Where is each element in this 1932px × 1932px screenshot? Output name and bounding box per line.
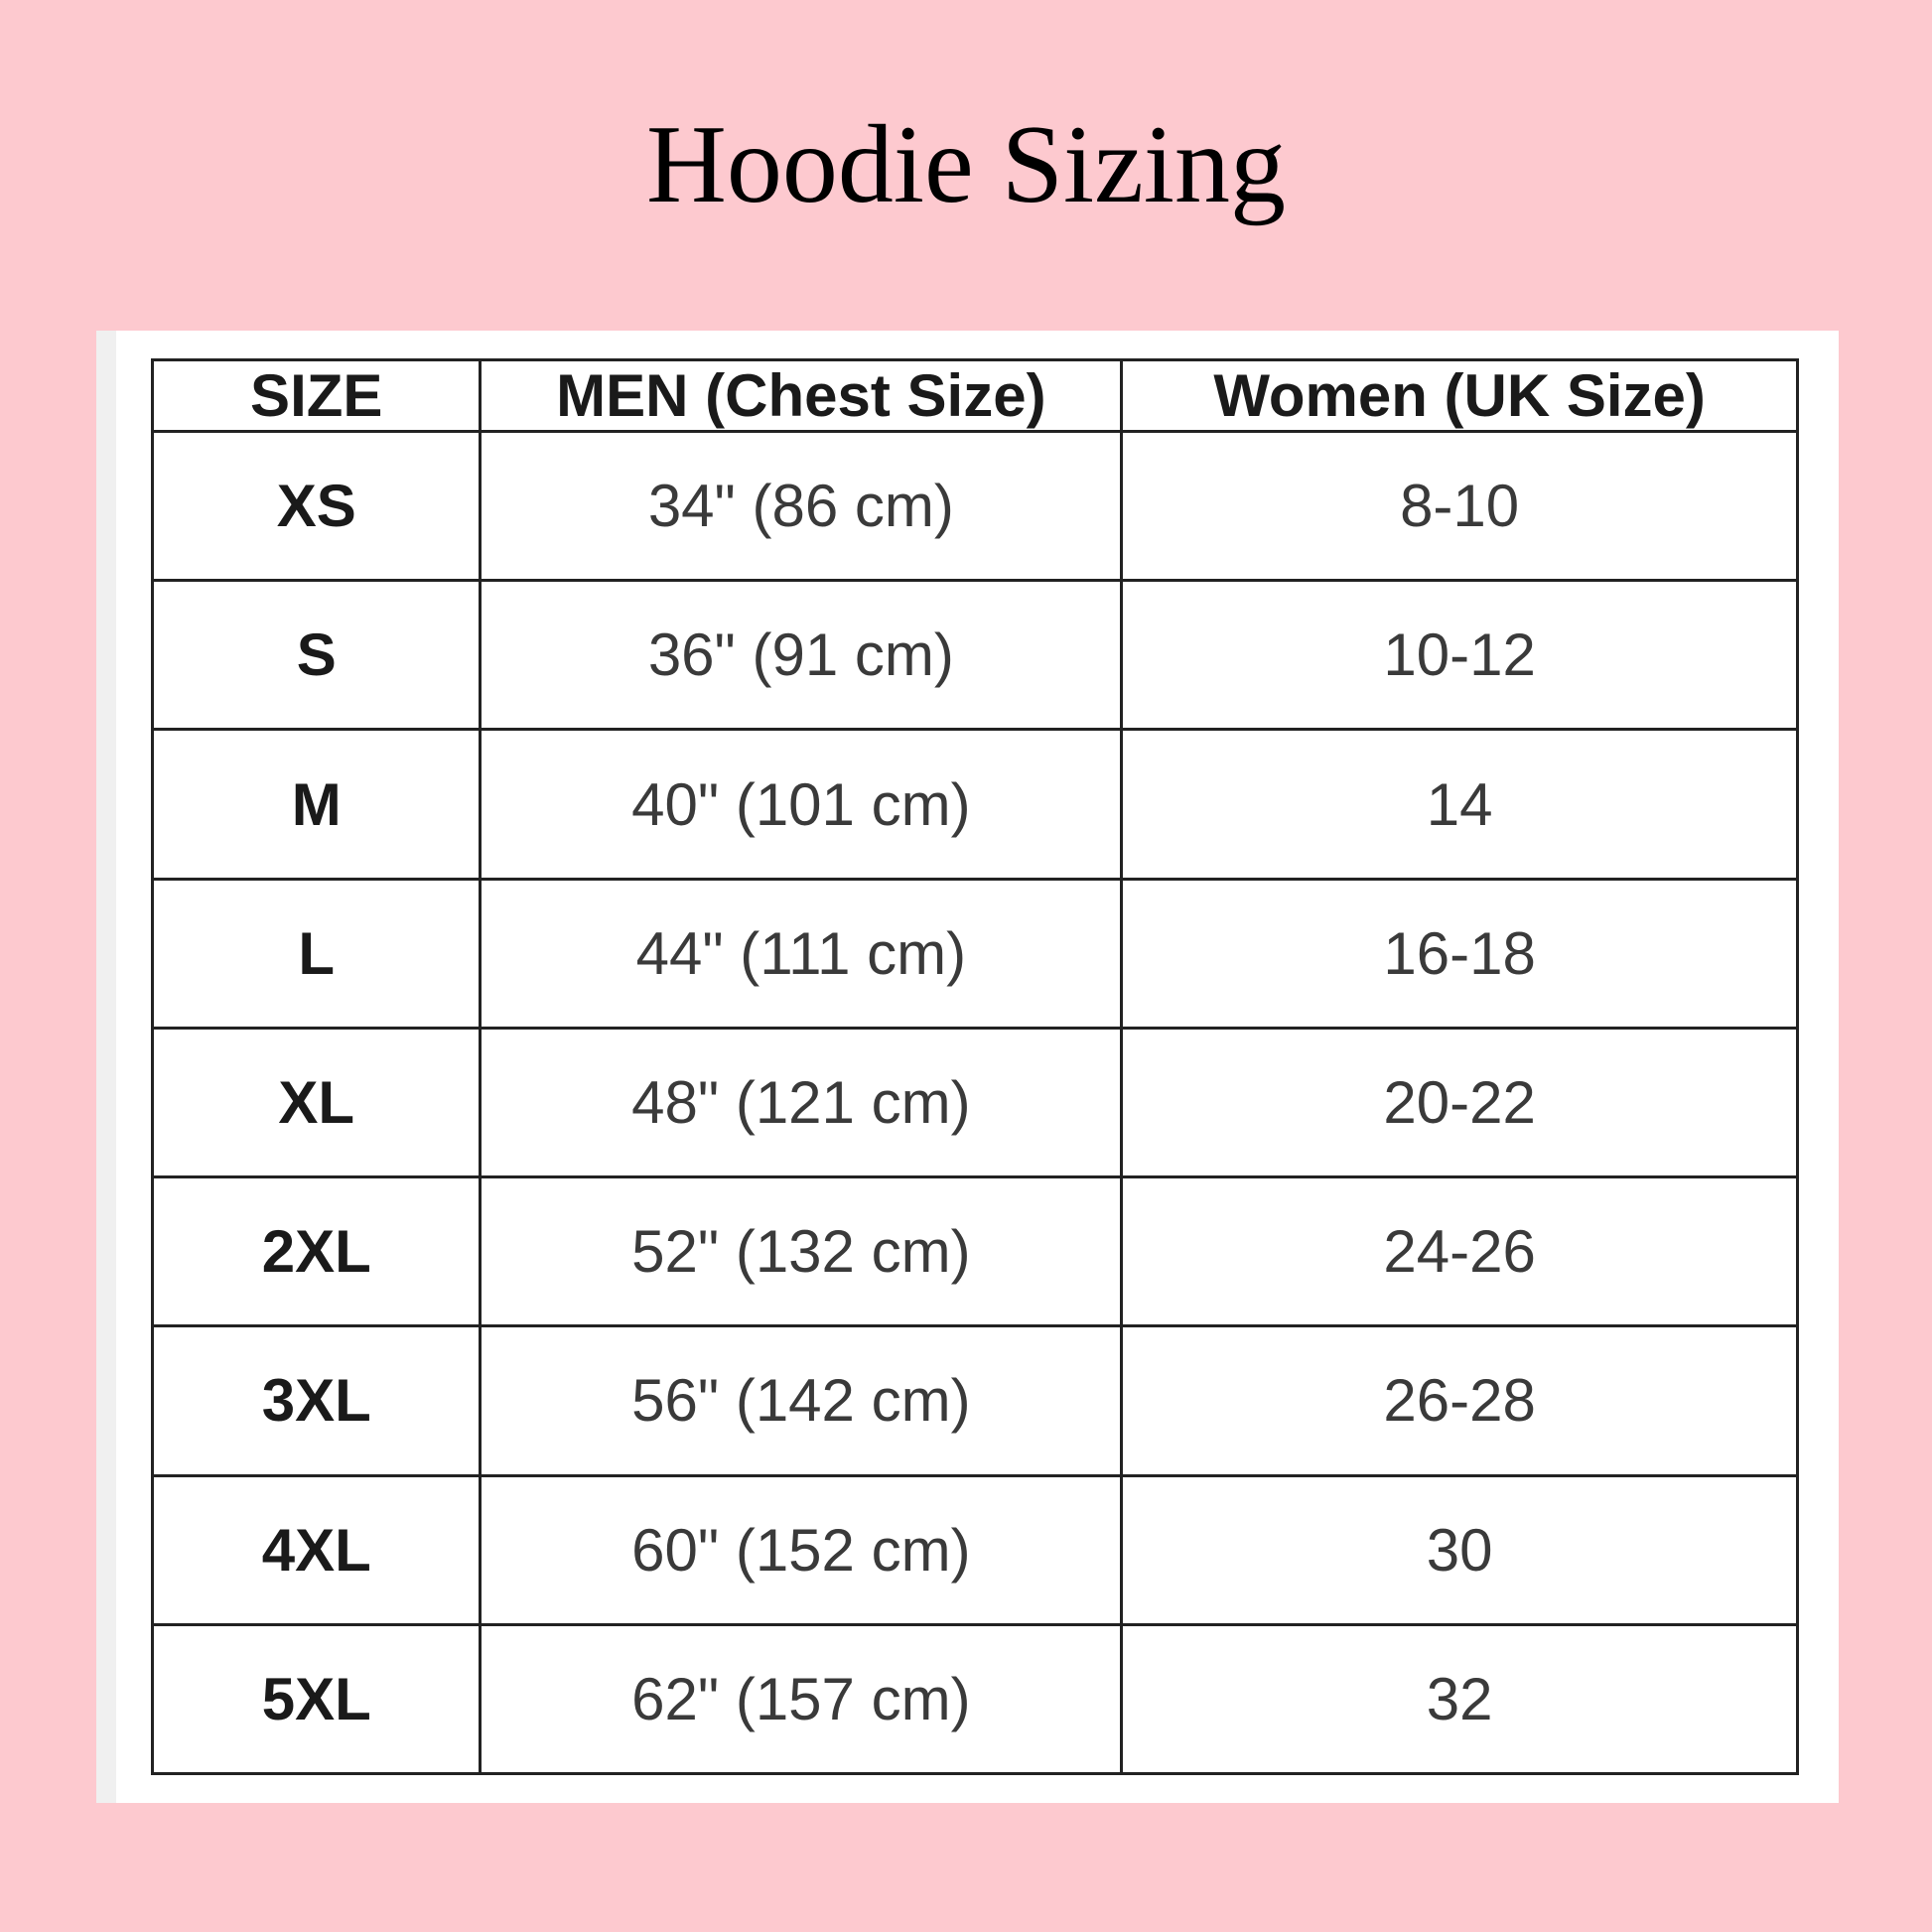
men-chest-cell: 62" (157 cm)	[479, 1622, 1124, 1776]
men-chest-cell: 34" (86 cm)	[479, 429, 1124, 583]
size-cell: 4XL	[150, 1473, 483, 1626]
women-uk-cell: 30	[1120, 1473, 1799, 1626]
column-header: SIZE	[150, 358, 483, 433]
women-uk-cell: 8-10	[1120, 429, 1799, 583]
women-uk-cell: 24-26	[1120, 1175, 1799, 1328]
table-row: XL 48" (121 cm) 20-22	[150, 1026, 1799, 1179]
men-chest-cell: 56" (142 cm)	[479, 1324, 1124, 1477]
women-uk-cell: 20-22	[1120, 1026, 1799, 1179]
table-row: M 40" (101 cm) 14	[150, 728, 1799, 881]
men-chest-cell: 44" (111 cm)	[479, 877, 1124, 1030]
women-uk-cell: 10-12	[1120, 579, 1799, 732]
size-cell: 2XL	[150, 1175, 483, 1328]
table-row: 5XL 62" (157 cm) 32	[150, 1622, 1799, 1776]
table-row: 4XL 60" (152 cm) 30	[150, 1473, 1799, 1626]
women-uk-cell: 16-18	[1120, 877, 1799, 1030]
table-header-row: SIZE MEN (Chest Size) Women (UK Size)	[150, 358, 1799, 433]
size-cell: XL	[150, 1026, 483, 1179]
panel-edge	[96, 331, 116, 1803]
size-cell: 3XL	[150, 1324, 483, 1477]
table-row: S 36" (91 cm) 10-12	[150, 579, 1799, 732]
page-title: Hoodie Sizing	[646, 103, 1286, 226]
column-header: Women (UK Size)	[1120, 358, 1799, 433]
men-chest-cell: 52" (132 cm)	[479, 1175, 1124, 1328]
men-chest-cell: 48" (121 cm)	[479, 1026, 1124, 1179]
size-cell: L	[150, 877, 483, 1030]
men-chest-cell: 36" (91 cm)	[479, 579, 1124, 732]
table-row: 3XL 56" (142 cm) 26-28	[150, 1324, 1799, 1477]
table-row: 2XL 52" (132 cm) 24-26	[150, 1175, 1799, 1328]
column-header: MEN (Chest Size)	[479, 358, 1124, 433]
size-cell: XS	[150, 429, 483, 583]
table-row: L 44" (111 cm) 16-18	[150, 877, 1799, 1030]
size-cell: 5XL	[150, 1622, 483, 1776]
women-uk-cell: 14	[1120, 728, 1799, 881]
table-row: XS 34" (86 cm) 8-10	[150, 429, 1799, 583]
women-uk-cell: 26-28	[1120, 1324, 1799, 1477]
size-cell: S	[150, 579, 483, 732]
size-cell: M	[150, 728, 483, 881]
women-uk-cell: 32	[1120, 1622, 1799, 1776]
size-chart-panel: SIZE MEN (Chest Size) Women (UK Size) XS 34…	[96, 331, 1839, 1803]
men-chest-cell: 60" (152 cm)	[479, 1473, 1124, 1626]
men-chest-cell: 40" (101 cm)	[479, 728, 1124, 881]
size-table: SIZE MEN (Chest Size) Women (UK Size) XS 34…	[150, 358, 1799, 1776]
